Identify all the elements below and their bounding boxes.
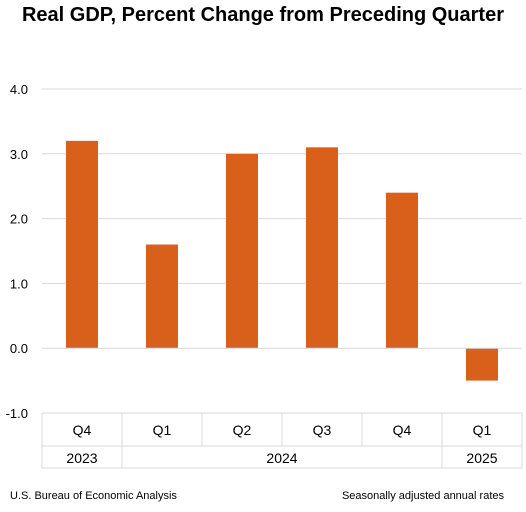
y-tick-label: 3.0 [10, 147, 28, 162]
bar [146, 244, 178, 349]
bar [226, 153, 258, 349]
bar [386, 192, 418, 349]
grid-lines [42, 88, 522, 414]
y-tick-label: -1.0 [6, 406, 28, 421]
category-label: Q4 [393, 422, 412, 438]
y-tick-label: 2.0 [10, 212, 28, 227]
year-label: 2024 [266, 450, 297, 466]
year-label: 2025 [466, 450, 497, 466]
source-note: U.S. Bureau of Economic Analysis [10, 490, 177, 502]
y-axis-ticks: 4.0 3.0 2.0 1.0 0.0 -1.0 [6, 82, 28, 421]
bar [66, 140, 98, 349]
year-label: 2023 [66, 450, 97, 466]
x-axis [41, 347, 523, 469]
chart-title: Real GDP, Percent Change from Preceding … [21, 4, 504, 26]
y-tick-label: 1.0 [10, 276, 28, 291]
rates-note: Seasonally adjusted annual rates [341, 490, 504, 502]
bar [306, 147, 338, 349]
y-tick-label: 0.0 [10, 341, 28, 356]
x-axis-labels: 2023 2024 2025 Q4 Q1 Q2 Q3 Q4 Q1 [66, 422, 497, 466]
category-label: Q2 [233, 422, 252, 438]
bar [466, 348, 498, 381]
category-label: Q1 [153, 422, 172, 438]
y-tick-label: 4.0 [10, 82, 28, 97]
category-label: Q3 [313, 422, 332, 438]
bars [66, 140, 498, 381]
category-label: Q4 [73, 422, 92, 438]
category-label: Q1 [473, 422, 492, 438]
